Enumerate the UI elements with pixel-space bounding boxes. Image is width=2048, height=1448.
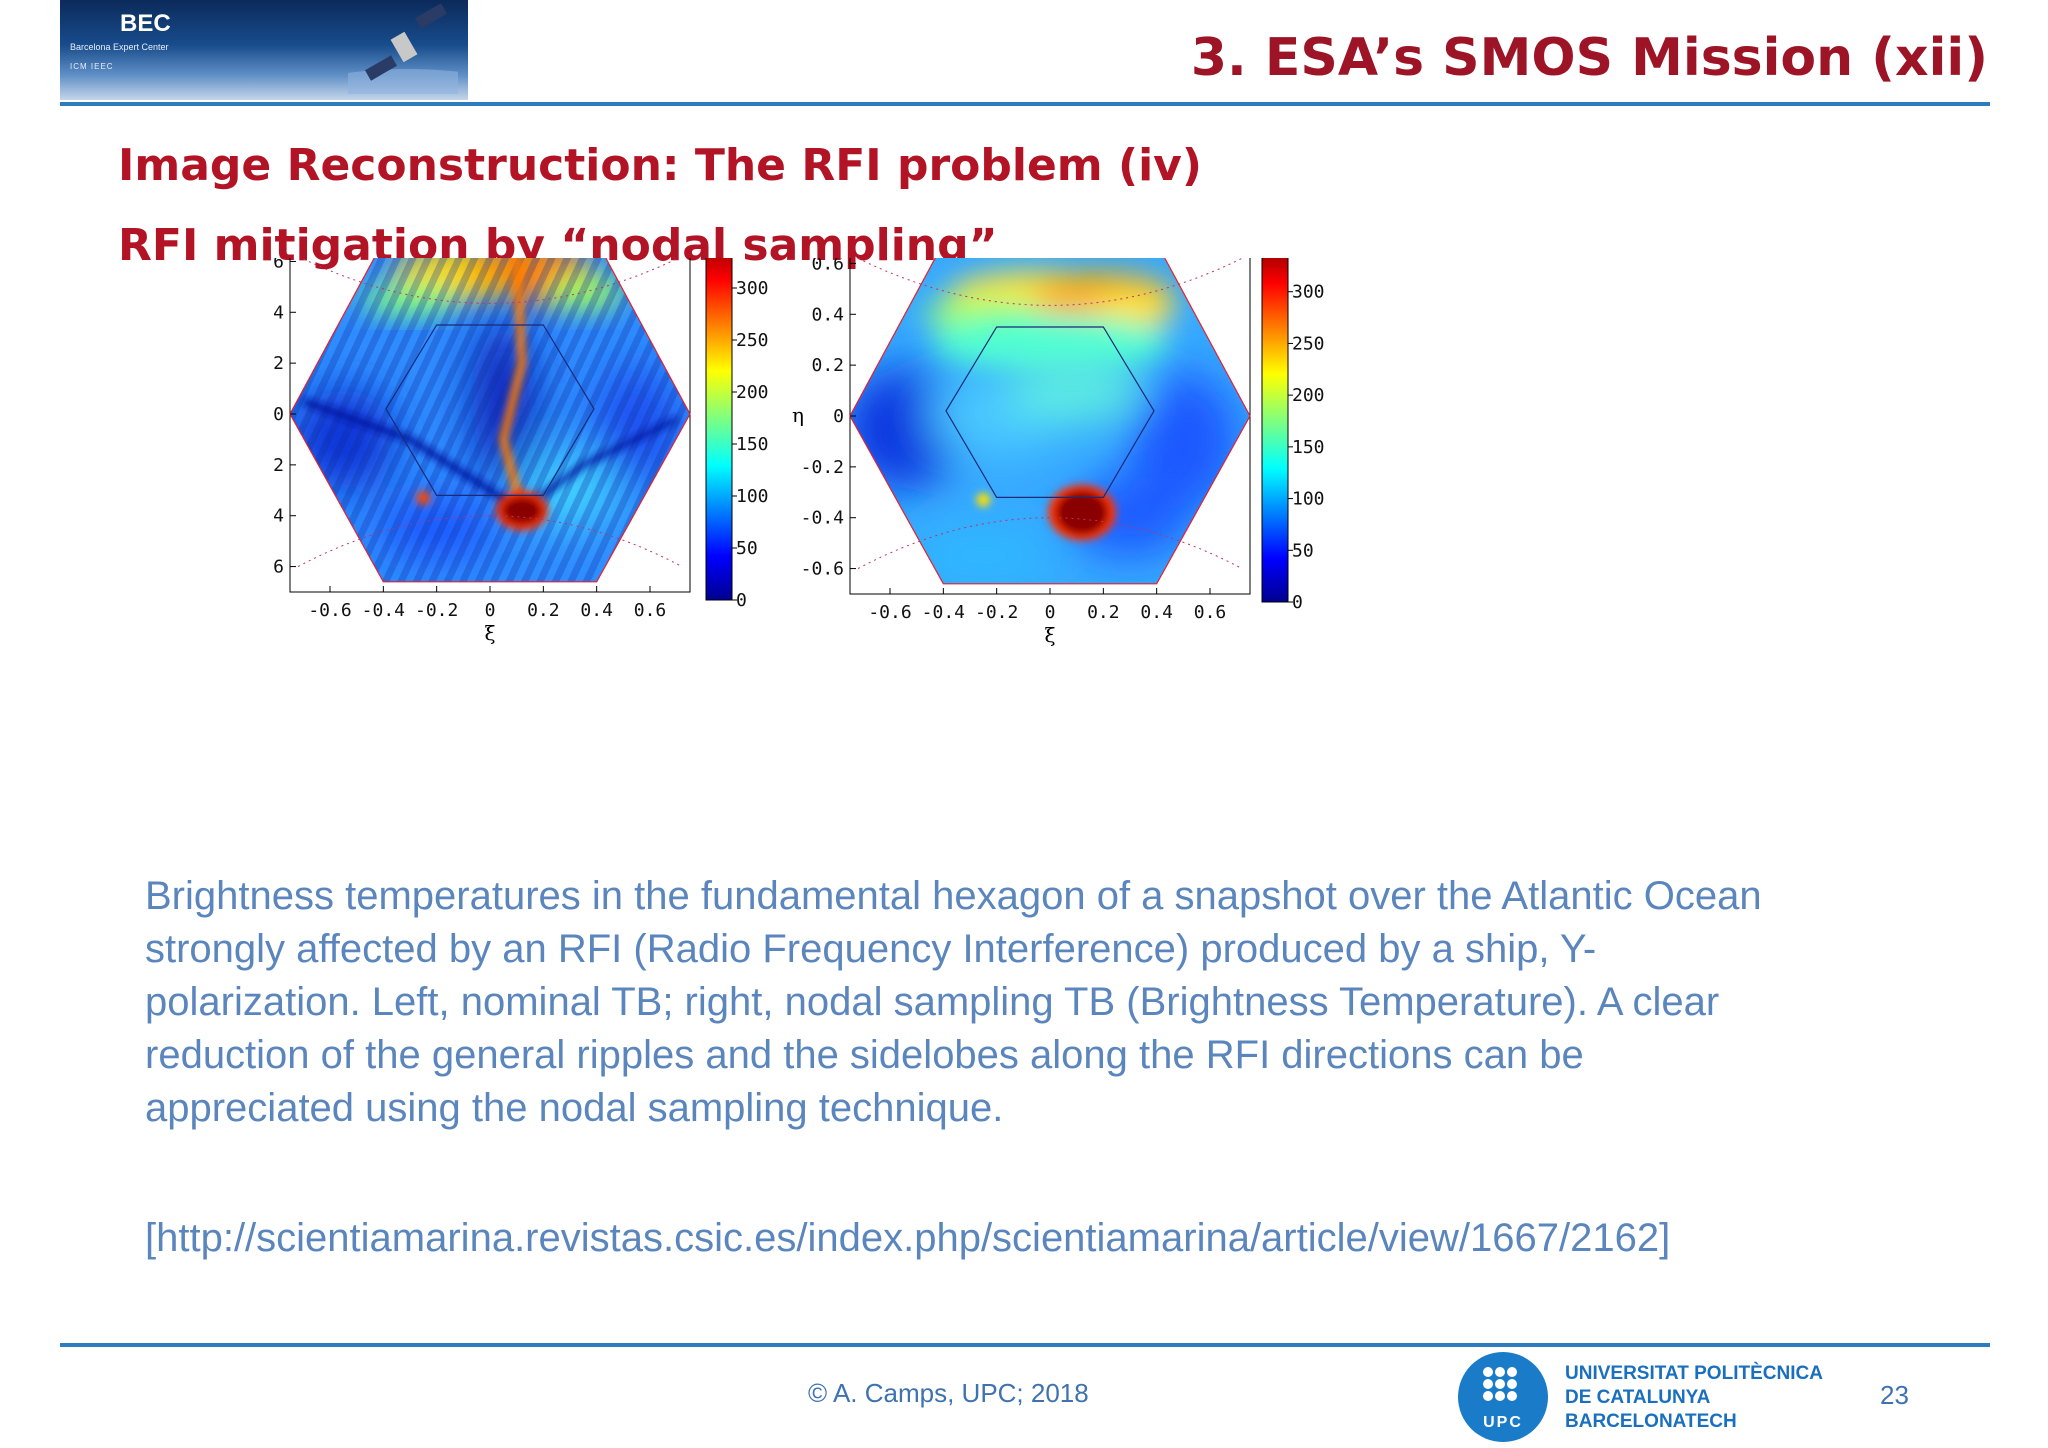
x-tick-label: 0.6 bbox=[634, 600, 667, 621]
university-name: UNIVERSITAT POLITÈCNICA DE CATALUNYA BAR… bbox=[1565, 1362, 1823, 1434]
alias-free-region bbox=[945, 326, 1155, 498]
y-tick-label: 0.4 bbox=[270, 302, 284, 323]
y-tick-label: -0.4 bbox=[801, 508, 844, 529]
colorbar-tick-label: 200 bbox=[1292, 385, 1325, 406]
colorbar-tick-label: 200 bbox=[736, 382, 769, 403]
x-tick-label: 0.4 bbox=[580, 600, 613, 621]
x-tick-label: -0.6 bbox=[308, 600, 351, 621]
y-tick-label: 0 bbox=[833, 406, 844, 427]
ripple-texture bbox=[290, 258, 690, 582]
warm-band bbox=[923, 270, 1176, 375]
y-tick-label: -0.2 bbox=[270, 455, 284, 476]
colorbar-tick-label: 250 bbox=[736, 330, 769, 351]
slide-title: 3. ESA’s SMOS Mission (xii) bbox=[1190, 28, 1988, 88]
section-heading: Image Reconstruction: The RFI problem (i… bbox=[118, 140, 1202, 191]
rfi-core bbox=[502, 496, 542, 525]
y-tick-label: 0.4 bbox=[811, 304, 844, 325]
colorbar-tick-label: 100 bbox=[736, 486, 769, 507]
cool-patch bbox=[1006, 360, 1147, 421]
colorbar-tick-label: 100 bbox=[1292, 489, 1325, 510]
x-tick-label: -0.2 bbox=[415, 600, 458, 621]
rfi-source bbox=[976, 484, 1116, 541]
caption-line: polarization. Left, nominal TB; right, n… bbox=[145, 980, 1720, 1024]
alias-free-region bbox=[385, 324, 595, 496]
university-line: DE CATALUNYA bbox=[1565, 1387, 1711, 1408]
university-line: UNIVERSITAT POLITÈCNICA bbox=[1565, 1363, 1823, 1384]
y-tick-label: -0.4 bbox=[270, 506, 284, 527]
y-tick-label: 0.2 bbox=[811, 355, 844, 376]
x-tick-label: -0.4 bbox=[922, 602, 965, 623]
footer-divider bbox=[60, 1343, 1990, 1347]
secondary-source bbox=[976, 492, 991, 507]
colorbar-tick-label: 50 bbox=[1292, 540, 1314, 561]
x-tick-label: -0.4 bbox=[362, 600, 405, 621]
horizon-arc bbox=[857, 258, 1243, 306]
x-tick-label: 0.2 bbox=[527, 600, 560, 621]
x-axis-label: ξ bbox=[1044, 623, 1055, 647]
x-tick-label: 0 bbox=[485, 600, 496, 621]
bec-logo-name: BEC bbox=[120, 10, 171, 37]
x-tick-label: 0 bbox=[1045, 602, 1056, 623]
x-tick-label: 0.6 bbox=[1194, 602, 1227, 623]
horizon-arc bbox=[300, 258, 680, 304]
copyright-text: © A. Camps, UPC; 2018 bbox=[808, 1378, 1089, 1408]
heatmap-field bbox=[850, 258, 1250, 584]
x-tick-label: -0.6 bbox=[868, 602, 911, 623]
cool-patch bbox=[1128, 371, 1239, 512]
satellite-icon bbox=[348, 4, 458, 94]
x-tick-label: 0.4 bbox=[1140, 602, 1173, 623]
rfi-core bbox=[1056, 490, 1108, 535]
colorbar-tick-label: 50 bbox=[736, 538, 758, 559]
x-axis-label: ξ bbox=[484, 621, 495, 645]
colorbar bbox=[1261, 258, 1289, 603]
upc-dots-icon bbox=[1483, 1367, 1517, 1401]
y-tick-label: -0.2 bbox=[801, 457, 844, 478]
y-tick-label: 0.6 bbox=[811, 258, 844, 274]
heatmap-field bbox=[290, 258, 690, 582]
page-number: 23 bbox=[1880, 1380, 1909, 1410]
rfi-heatmaps-figure: -0.6 -0.4 -0.2 0 0.2 0.4 0.6 0.6 0.4 0.2 0 -0.2 -0.4… bbox=[270, 258, 1325, 647]
caption-line: Brightness temperatures in the fundament… bbox=[145, 874, 1762, 918]
colorbar-tick-label: 250 bbox=[1292, 333, 1325, 354]
y-tick-label: 0.6 bbox=[270, 258, 284, 272]
rfi-streak bbox=[302, 397, 524, 514]
y-tick-label: -0.6 bbox=[270, 557, 284, 578]
colorbar-tick-label: 150 bbox=[1292, 437, 1325, 458]
x-tick-label: 0.2 bbox=[1087, 602, 1120, 623]
rfi-source bbox=[416, 490, 548, 531]
caption-line: strongly affected by an RFI (Radio Frequ… bbox=[145, 927, 1597, 971]
y-tick-label: -0.6 bbox=[801, 559, 844, 580]
reference-link[interactable]: [http://scientiamarina.revistas.csic.es/… bbox=[145, 1216, 1671, 1260]
rfi-streak bbox=[499, 258, 527, 512]
upc-logo: UPC bbox=[1458, 1352, 1548, 1442]
y-axis-label: η bbox=[792, 403, 804, 427]
caption-line: reduction of the general ripples and the… bbox=[145, 1033, 1584, 1077]
y-tick-label: 0.2 bbox=[270, 353, 284, 374]
hot-region bbox=[930, 314, 1170, 375]
secondary-source bbox=[416, 490, 431, 505]
caption-line: appreciated using the nodal sampling tec… bbox=[145, 1086, 1004, 1130]
bec-logo-partners: ICM IEEC bbox=[70, 62, 114, 71]
header-divider bbox=[60, 102, 1990, 106]
colorbar-tick-label: 300 bbox=[736, 278, 769, 299]
y-tick-label: 0 bbox=[273, 404, 284, 425]
colorbar-tick-label: 0 bbox=[1292, 592, 1303, 613]
x-tick-label: -0.2 bbox=[975, 602, 1018, 623]
university-line: BARCELONATECH bbox=[1565, 1411, 1737, 1432]
upc-badge-text: UPC bbox=[1483, 1414, 1523, 1431]
colorbar-tick-label: 150 bbox=[736, 434, 769, 455]
colorbar bbox=[705, 258, 733, 601]
cool-patch bbox=[913, 525, 1054, 584]
colorbar-tick-label: 300 bbox=[1292, 282, 1325, 303]
colorbar-tick-label: 0 bbox=[736, 590, 747, 611]
bec-logo: BEC Barcelona Expert Center ICM IEEC bbox=[60, 0, 468, 100]
bec-logo-subtitle: Barcelona Expert Center bbox=[70, 42, 169, 52]
figure-caption: Brightness temperatures in the fundament… bbox=[145, 870, 1945, 1135]
